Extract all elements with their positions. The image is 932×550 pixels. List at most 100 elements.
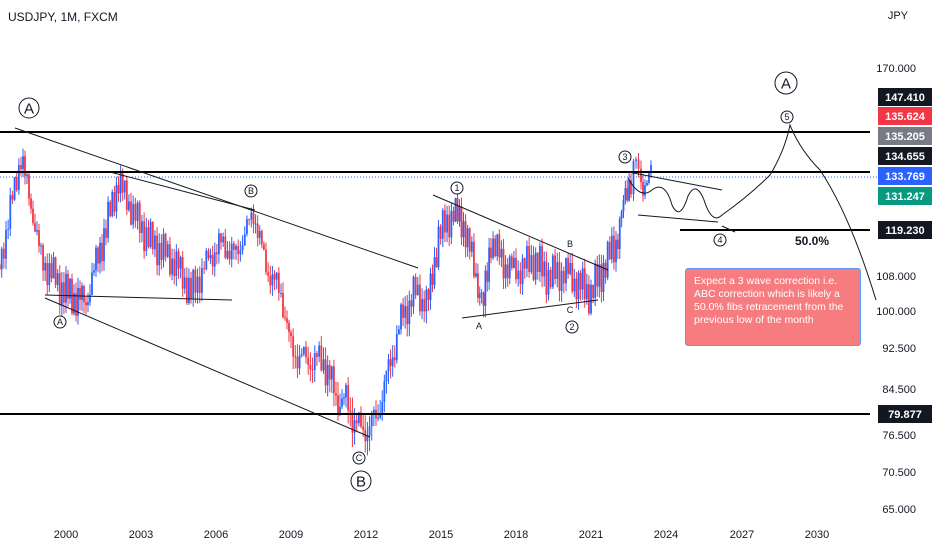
candle-body	[598, 264, 601, 287]
candle-body	[188, 277, 190, 304]
candle-body	[494, 238, 497, 257]
candle-body	[560, 270, 563, 292]
candle-body	[370, 414, 373, 427]
candle-body	[464, 221, 467, 248]
candle-body	[468, 228, 471, 252]
candle-body	[353, 420, 356, 433]
candle-body	[288, 322, 290, 333]
candle-body	[423, 298, 426, 312]
candle-body	[32, 208, 34, 224]
candle-body	[205, 250, 208, 270]
candle-body	[502, 248, 505, 279]
candle-body	[330, 366, 333, 380]
candle-body	[222, 236, 225, 243]
candle-body	[545, 261, 548, 295]
price-tag-label: 79.877	[888, 409, 922, 421]
candle-body	[196, 276, 199, 293]
candle-body	[462, 221, 465, 238]
candle-body	[239, 250, 242, 255]
candle-body	[590, 284, 592, 314]
wave-label-text: 1	[454, 183, 459, 193]
candle-body	[425, 289, 428, 312]
candle-body	[17, 165, 20, 191]
annotation-note[interactable]: Expect a 3 wave correction i.e. ABC corr…	[685, 268, 861, 346]
candle-body	[252, 212, 255, 224]
x-tick-label: 2018	[504, 529, 528, 541]
candle-body	[484, 270, 487, 306]
candle-body	[246, 219, 248, 235]
candle-body	[585, 284, 588, 300]
candle-body	[326, 364, 329, 386]
candle-body	[588, 284, 590, 314]
candle-body	[177, 251, 180, 269]
candle-body	[63, 282, 65, 303]
candle-body	[615, 239, 617, 263]
candle-body	[248, 219, 251, 221]
price-tag-label: 133.769	[885, 171, 925, 183]
candle-body	[427, 289, 430, 301]
candle-body	[173, 258, 176, 276]
candle-body	[519, 270, 522, 285]
candle-body	[198, 276, 201, 293]
candle-body	[235, 245, 237, 250]
candle-body	[42, 245, 44, 271]
candle-body	[452, 210, 455, 222]
candle-body	[600, 264, 603, 293]
candle-body	[439, 226, 442, 239]
x-tick-label: 2021	[579, 529, 603, 541]
candle-body	[414, 276, 417, 296]
candle-body	[476, 273, 479, 298]
candle-body	[650, 164, 652, 174]
candle-body	[366, 436, 369, 442]
candle-body	[280, 293, 282, 295]
trendline	[109, 171, 256, 211]
candle-body	[69, 278, 71, 299]
candle-body	[171, 258, 173, 275]
candle-body	[575, 278, 578, 300]
price-tag-label: 119.230	[885, 225, 924, 237]
candle-body	[13, 177, 16, 200]
candle-body	[15, 177, 18, 191]
candle-body	[406, 306, 409, 325]
candle-body	[93, 270, 95, 273]
candle-body	[362, 426, 365, 430]
y-tick-label: 100.000	[876, 306, 916, 318]
candle-body	[596, 263, 599, 287]
candle-body	[79, 287, 81, 300]
candle-body	[125, 180, 128, 210]
candle-body	[107, 201, 109, 238]
candle-body	[377, 417, 379, 419]
candle-body	[162, 233, 165, 260]
candle-body	[562, 270, 565, 284]
price-tag-label: 135.624	[885, 111, 926, 123]
candle-body	[565, 258, 567, 284]
wave-label-text: A	[476, 321, 482, 331]
candle-body	[190, 277, 192, 299]
candle-body	[347, 385, 350, 411]
candle-body	[109, 201, 112, 216]
wave-label-circle	[450, 181, 464, 195]
wave-label-circle	[780, 110, 794, 124]
candle-body	[624, 188, 627, 201]
candle-body	[105, 228, 107, 238]
price-tag-box	[878, 147, 932, 165]
x-tick-label: 2027	[730, 529, 754, 541]
candle-body	[355, 420, 358, 424]
candle-body	[513, 257, 515, 268]
candle-body	[622, 200, 625, 212]
candle-body	[389, 359, 392, 367]
candle-body	[2, 248, 5, 259]
candle-body	[322, 359, 325, 371]
candle-body	[571, 263, 574, 292]
candle-body	[40, 245, 42, 247]
candle-body	[54, 257, 57, 285]
candle-body	[215, 252, 218, 255]
candle-body	[398, 329, 400, 335]
candle-body	[470, 241, 473, 252]
candle-body	[50, 263, 53, 279]
candle-body	[132, 203, 135, 225]
candle-body	[267, 272, 270, 276]
price-tag-label: 131.247	[885, 191, 925, 203]
wave-label-circle	[774, 71, 798, 95]
price-tag-box	[878, 405, 932, 423]
